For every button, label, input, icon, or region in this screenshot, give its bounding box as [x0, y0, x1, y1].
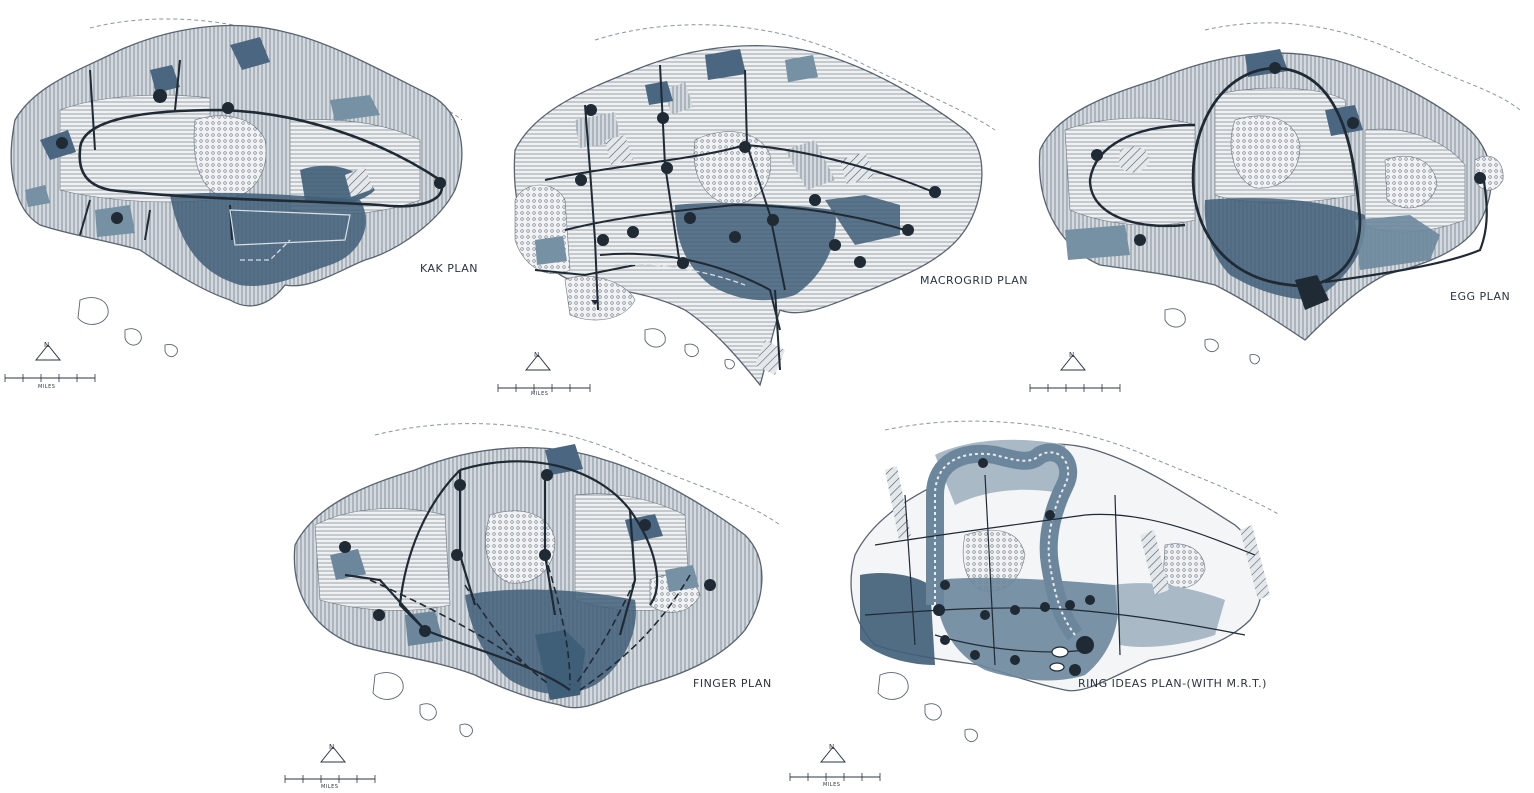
- finger-scale-label: MILES: [321, 784, 339, 790]
- ring-corridor: [926, 443, 1083, 641]
- ring-plan-nodes: [933, 458, 1095, 676]
- egg-plan-label: EGG PLAN: [1450, 290, 1511, 303]
- north-arrow-icon: [524, 354, 552, 371]
- kak-plan-panel: KAK PLAN N MILES: [0, 0, 479, 395]
- ring-plan-roads: [864, 474, 1256, 666]
- macrogrid-nodes: [575, 104, 941, 269]
- ring-plan-label: RING IDEAS PLAN-(WITH M.R.T.): [1078, 677, 1267, 690]
- ring-plan-map: [789, 420, 1281, 781]
- kak-scale-label: MILES: [38, 384, 56, 390]
- egg-ring-road: [1191, 66, 1362, 288]
- ring-north-label: N: [829, 743, 835, 751]
- north-arrow-icon: [319, 746, 347, 763]
- finger-plan-panel: FINGER PLAN N MILES: [275, 405, 795, 793]
- finger-north-label: N: [329, 743, 335, 751]
- macrogrid-north-label: N: [534, 351, 540, 359]
- kak-plan-map: [4, 18, 463, 382]
- kak-north-label: N: [44, 341, 50, 349]
- finger-plan-map: [284, 423, 781, 783]
- macrogrid-plan-label: MACROGRID PLAN: [920, 274, 1028, 287]
- egg-plan-panel: EGG PLAN N: [1025, 0, 1534, 395]
- north-arrow-icon: [819, 746, 847, 763]
- macrogrid-plan-panel: MACROGRID PLAN N MILES: [495, 0, 1028, 400]
- egg-north-label: N: [1069, 351, 1075, 359]
- ring-scale-label: MILES: [823, 782, 841, 788]
- finger-plan-nodes: [339, 469, 716, 637]
- egg-plan-nodes: [1091, 62, 1486, 246]
- north-arrow-icon: [34, 344, 62, 361]
- kak-corridor-loop: [78, 108, 444, 208]
- kak-plan-label: KAK PLAN: [420, 262, 479, 275]
- egg-plan-map: [1029, 22, 1521, 392]
- north-arrow-icon: [1059, 354, 1087, 371]
- macrogrid-scale-label: MILES: [531, 391, 549, 397]
- ring-plan-panel: RING IDEAS PLAN-(WITH M.R.T.) N MILES: [785, 405, 1295, 793]
- finger-plan-label: FINGER PLAN: [693, 677, 772, 690]
- macrogrid-plan-map: [497, 24, 996, 392]
